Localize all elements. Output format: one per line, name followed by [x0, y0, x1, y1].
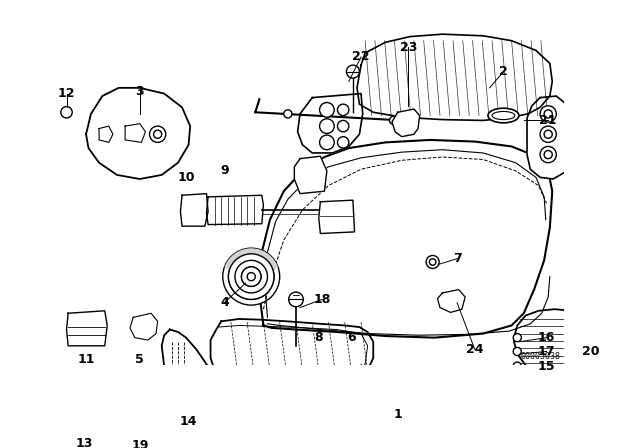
Text: 8: 8 [314, 331, 323, 344]
Circle shape [513, 362, 522, 370]
Text: 21: 21 [540, 114, 557, 127]
Circle shape [544, 110, 552, 118]
Circle shape [235, 260, 268, 293]
Circle shape [154, 130, 162, 138]
Polygon shape [54, 385, 88, 429]
Polygon shape [357, 34, 552, 121]
Text: 5: 5 [136, 353, 144, 366]
Polygon shape [527, 96, 568, 179]
Circle shape [67, 417, 76, 426]
Text: 1: 1 [394, 409, 402, 422]
Circle shape [390, 116, 397, 125]
Circle shape [61, 107, 72, 118]
Polygon shape [125, 124, 145, 142]
Circle shape [346, 65, 360, 78]
Circle shape [540, 146, 556, 163]
Polygon shape [67, 311, 108, 346]
Ellipse shape [488, 108, 519, 123]
Text: 15: 15 [538, 360, 556, 373]
Text: 00005038: 00005038 [520, 352, 560, 361]
Text: 24: 24 [466, 343, 484, 356]
Wedge shape [225, 249, 277, 276]
Polygon shape [319, 200, 355, 233]
Text: 12: 12 [58, 87, 76, 100]
Polygon shape [99, 126, 113, 142]
Circle shape [426, 255, 439, 268]
Text: 11: 11 [77, 353, 95, 366]
Polygon shape [207, 195, 264, 224]
Circle shape [284, 110, 292, 118]
Text: 3: 3 [136, 85, 144, 98]
Circle shape [289, 292, 303, 307]
Polygon shape [130, 313, 157, 340]
Text: 14: 14 [180, 415, 197, 428]
Text: 20: 20 [582, 345, 599, 358]
Text: 22: 22 [352, 51, 370, 64]
Circle shape [67, 395, 76, 405]
Text: 2: 2 [499, 65, 508, 78]
Polygon shape [211, 319, 373, 384]
Circle shape [319, 119, 334, 134]
Text: 13: 13 [76, 437, 93, 448]
Text: 7: 7 [452, 252, 461, 265]
Polygon shape [514, 309, 588, 378]
Circle shape [169, 396, 179, 405]
Circle shape [429, 259, 436, 265]
Circle shape [228, 254, 274, 299]
Circle shape [337, 121, 349, 132]
Circle shape [223, 248, 280, 305]
Text: 17: 17 [538, 345, 556, 358]
Circle shape [235, 260, 268, 293]
Polygon shape [294, 156, 327, 194]
Circle shape [513, 334, 522, 342]
Circle shape [247, 272, 255, 281]
Circle shape [241, 267, 261, 286]
Circle shape [544, 151, 552, 159]
Circle shape [228, 254, 274, 299]
Text: 23: 23 [399, 41, 417, 54]
Text: 9: 9 [220, 164, 228, 177]
Circle shape [319, 103, 334, 117]
Ellipse shape [492, 112, 515, 120]
Circle shape [319, 135, 334, 150]
Text: 6: 6 [347, 331, 356, 344]
Text: 4: 4 [220, 296, 228, 309]
Polygon shape [438, 290, 465, 312]
Circle shape [337, 137, 349, 148]
Circle shape [540, 126, 556, 142]
Polygon shape [86, 88, 190, 179]
Polygon shape [298, 94, 363, 153]
Text: 10: 10 [177, 171, 195, 184]
Text: 18: 18 [314, 293, 331, 306]
Polygon shape [159, 330, 231, 448]
Polygon shape [180, 194, 208, 226]
Circle shape [150, 126, 166, 142]
Circle shape [337, 104, 349, 116]
Polygon shape [60, 393, 83, 423]
Circle shape [544, 130, 552, 138]
Polygon shape [259, 140, 552, 338]
Circle shape [513, 347, 522, 356]
Polygon shape [392, 109, 420, 137]
Circle shape [241, 267, 261, 286]
Text: 16: 16 [538, 331, 556, 344]
Text: 19: 19 [131, 439, 148, 448]
Circle shape [540, 106, 556, 122]
